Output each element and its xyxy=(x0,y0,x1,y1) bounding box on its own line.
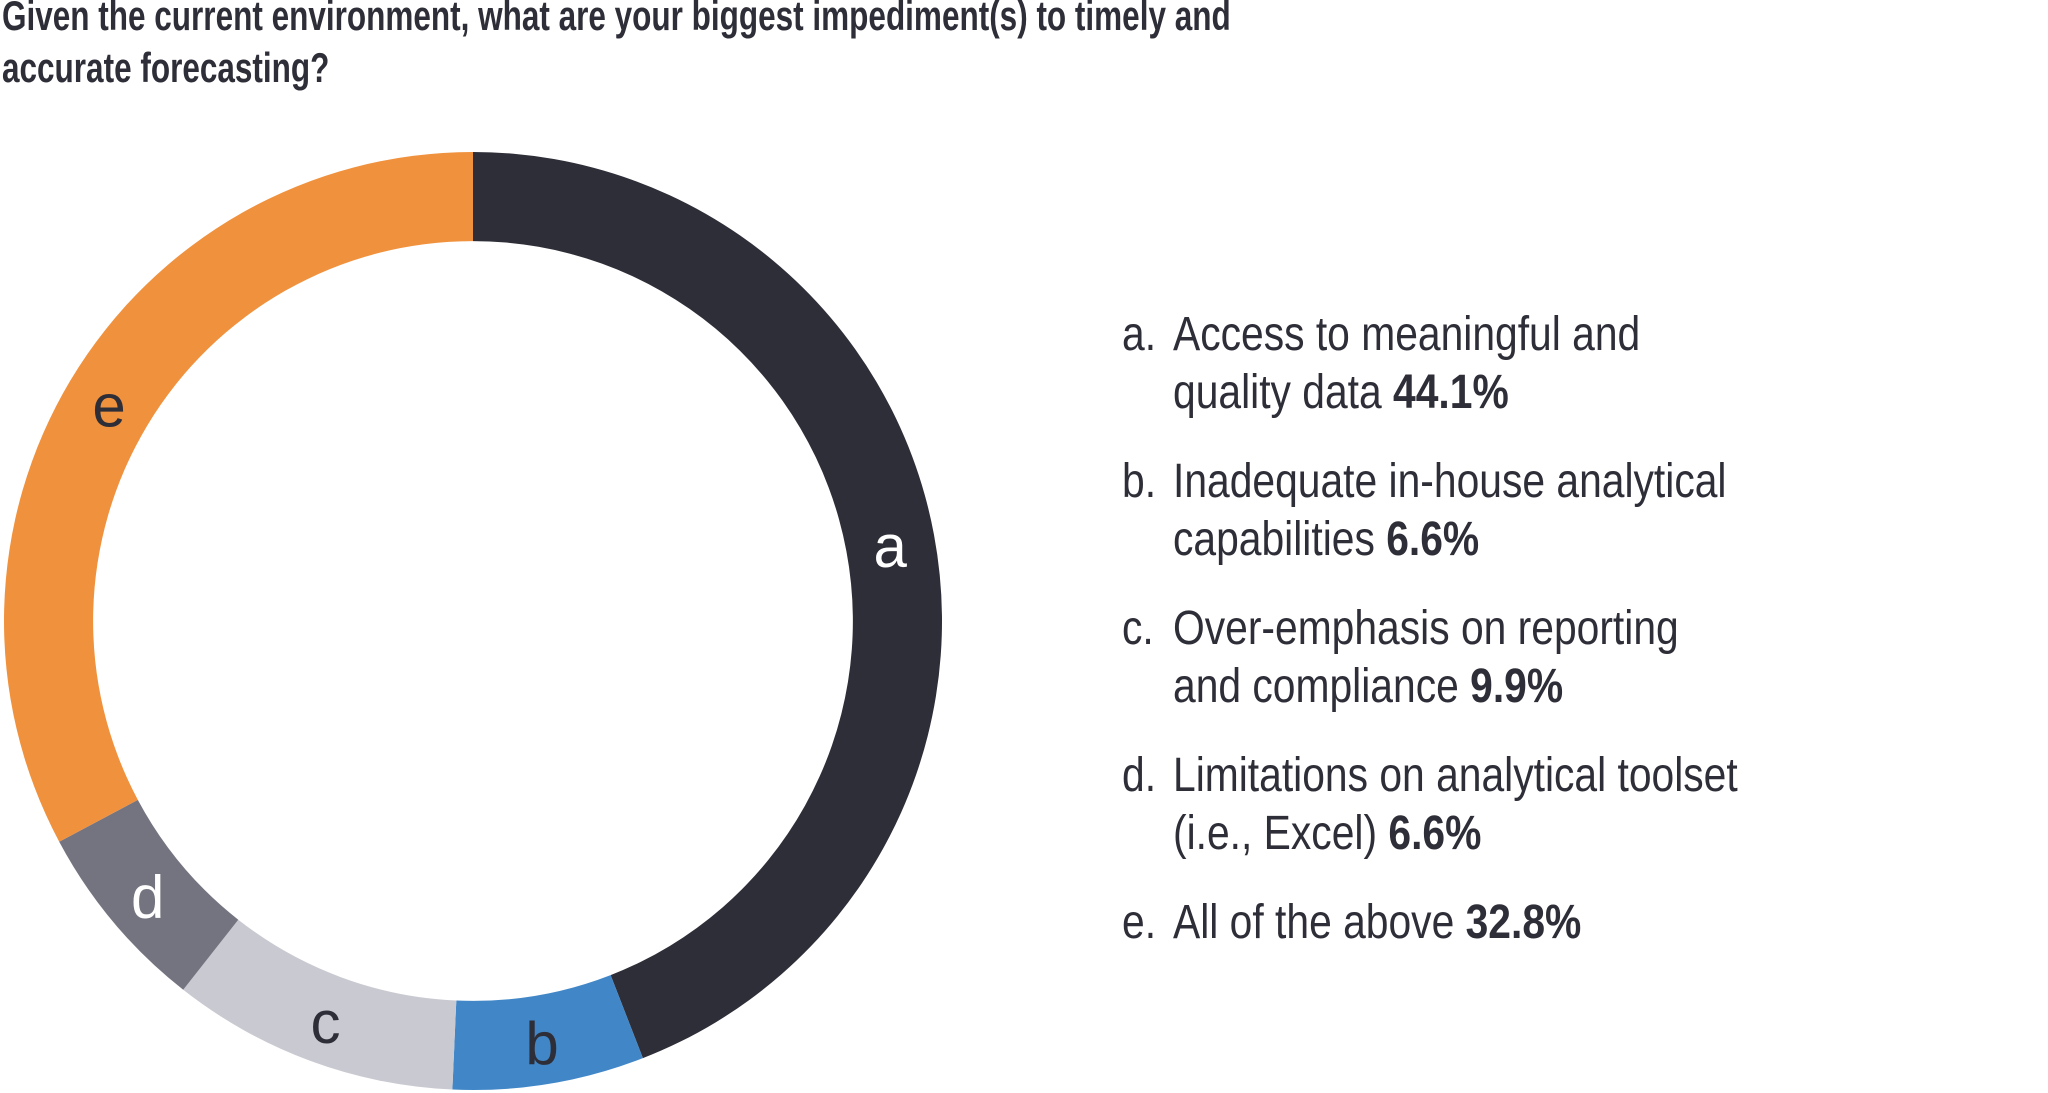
legend-item-percentage: 6.6% xyxy=(1388,807,1482,860)
legend-item-line: capabilities 6.6% xyxy=(1173,513,1480,566)
donut-segment-label-e: e xyxy=(92,373,125,440)
legend-item-line: c. Over-emphasis on reporting xyxy=(1122,600,1972,658)
legend-item-b: b. Inadequate in-house analytical capabili… xyxy=(1122,453,1972,569)
chart-title-line1: Given the current environment, what are … xyxy=(2,0,1231,39)
legend-item-d: d. Limitations on analytical toolset (i.e.… xyxy=(1122,747,1972,863)
donut-segment-label-b: b xyxy=(525,1010,558,1077)
legend-item-prefix: e. xyxy=(1122,896,1157,949)
chart-title-line2: accurate forecasting? xyxy=(2,44,330,91)
legend-item-percentage: 44.1% xyxy=(1393,366,1509,419)
legend-item-a: a. Access to meaningful and quality data 4… xyxy=(1122,306,1972,422)
donut-segment-b xyxy=(452,975,643,1091)
legend-item-prefix: a. xyxy=(1122,308,1157,361)
legend-item-line: a. Access to meaningful and xyxy=(1122,306,1972,364)
donut-segment-d xyxy=(59,799,239,990)
legend-item-prefix: b. xyxy=(1122,455,1157,508)
legend-item-line: d. Limitations on analytical toolset xyxy=(1122,747,1972,805)
chart-title: Given the current environment, what are … xyxy=(2,0,1231,94)
donut-segment-c xyxy=(183,919,457,1090)
donut-segment-e xyxy=(4,152,473,842)
legend-item-percentage: 6.6% xyxy=(1386,513,1480,566)
donut-segment-label-c: c xyxy=(311,989,341,1056)
legend-item-e: e. All of the above 32.8% xyxy=(1122,894,1972,952)
legend-item-line: b. Inadequate in-house analytical xyxy=(1122,453,1972,511)
donut-segment-a xyxy=(473,152,942,1059)
legend-item-line: (i.e., Excel) 6.6% xyxy=(1173,807,1482,860)
legend-item-line: quality data 44.1% xyxy=(1173,366,1509,419)
legend-item-line: and compliance 9.9% xyxy=(1173,660,1564,713)
donut-segment-label-d: d xyxy=(131,864,164,931)
legend-item-prefix: d. xyxy=(1122,749,1157,802)
donut-segment-label-a: a xyxy=(874,513,908,580)
legend-item-line: e. All of the above 32.8% xyxy=(1122,894,1972,952)
legend-item-prefix: c. xyxy=(1122,602,1154,655)
legend-item-c: c. Over-emphasis on reporting and complian… xyxy=(1122,600,1972,716)
legend-item-percentage: 32.8% xyxy=(1465,896,1582,949)
legend-item-percentage: 9.9% xyxy=(1470,660,1564,713)
legend: a. Access to meaningful and quality data 4… xyxy=(1122,306,1972,983)
